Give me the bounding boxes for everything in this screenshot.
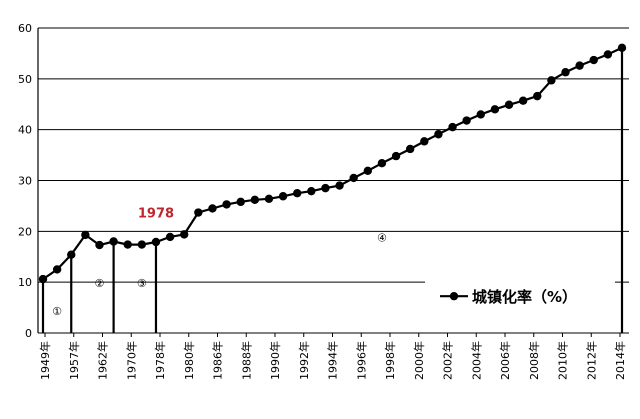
data-point bbox=[222, 200, 231, 209]
x-tick-label: 1994年 bbox=[326, 341, 340, 380]
data-point bbox=[462, 116, 471, 125]
data-point bbox=[561, 68, 570, 77]
x-tick-label: 1957年 bbox=[67, 341, 81, 380]
x-tick-label: 2008年 bbox=[527, 341, 541, 380]
data-point bbox=[81, 230, 90, 240]
data-point bbox=[349, 173, 358, 183]
legend-marker bbox=[449, 291, 459, 301]
chart-legend: 城镇化率（%） bbox=[425, 281, 615, 314]
phase-label-2: ② bbox=[95, 277, 105, 290]
x-tick-label: 2014年 bbox=[613, 341, 627, 380]
y-tick-label: 10 bbox=[18, 276, 32, 289]
x-tick-label: 1980年 bbox=[182, 341, 196, 380]
data-point bbox=[194, 208, 203, 217]
data-point bbox=[476, 110, 485, 119]
x-tick-label: 1962年 bbox=[96, 341, 110, 380]
data-point bbox=[52, 265, 62, 274]
data-point bbox=[335, 181, 344, 190]
data-point bbox=[547, 76, 556, 85]
data-point bbox=[180, 230, 189, 239]
y-tick-label: 0 bbox=[25, 327, 32, 340]
data-point bbox=[264, 194, 274, 203]
data-point bbox=[391, 151, 401, 161]
x-tick-label: 1986年 bbox=[211, 341, 225, 380]
x-tick-label: 2012年 bbox=[584, 341, 598, 380]
data-point bbox=[236, 197, 245, 207]
data-point bbox=[518, 96, 528, 105]
data-point bbox=[250, 195, 260, 205]
phase-labels: ① ② ③ ④ bbox=[52, 231, 387, 318]
x-tick-label: 1978年 bbox=[153, 341, 167, 380]
data-point bbox=[434, 130, 443, 139]
data-point bbox=[137, 240, 147, 249]
data-point bbox=[95, 240, 104, 250]
chart-annotations: 1978 bbox=[138, 207, 174, 222]
data-point bbox=[208, 204, 217, 213]
x-tick-label: 1992年 bbox=[297, 341, 311, 380]
phase-label-1: ① bbox=[52, 305, 62, 318]
y-tick-label: 50 bbox=[18, 73, 32, 86]
x-tick-label: 2002年 bbox=[441, 341, 455, 380]
x-tick-label: 1996年 bbox=[354, 341, 368, 380]
y-tick-label: 60 bbox=[18, 22, 32, 35]
data-point bbox=[165, 232, 175, 242]
x-tick-label: 1970年 bbox=[124, 341, 138, 380]
data-point bbox=[603, 50, 613, 59]
y-tick-label: 40 bbox=[18, 124, 32, 137]
y-tick-label: 20 bbox=[18, 225, 32, 238]
data-point bbox=[617, 43, 627, 53]
series-urbanization-rate bbox=[38, 43, 627, 284]
annotation-1978: 1978 bbox=[138, 207, 174, 222]
data-point bbox=[307, 186, 316, 196]
x-tick-label: 1949年 bbox=[38, 341, 52, 380]
data-point bbox=[292, 189, 302, 198]
y-tick-label: 30 bbox=[18, 175, 32, 188]
data-point bbox=[123, 240, 132, 249]
data-point bbox=[448, 122, 457, 132]
data-point bbox=[38, 274, 48, 284]
data-point bbox=[109, 237, 118, 246]
x-tick-label: 1990年 bbox=[268, 341, 282, 380]
phase-label-4: ④ bbox=[377, 231, 387, 244]
x-tick-label: 2010年 bbox=[556, 341, 570, 380]
chart-grid bbox=[37, 27, 629, 334]
data-point bbox=[575, 61, 584, 70]
data-point bbox=[405, 144, 415, 154]
data-point bbox=[589, 55, 598, 65]
y-axis-ticks: 0 10 20 30 40 50 60 bbox=[18, 22, 32, 340]
x-tick-label: 2000年 bbox=[412, 341, 426, 380]
data-point bbox=[321, 183, 330, 193]
data-point bbox=[67, 250, 76, 259]
data-point bbox=[278, 192, 288, 201]
x-tick-label: 1988年 bbox=[239, 341, 253, 380]
x-tick-label: 2006年 bbox=[498, 341, 512, 380]
data-point bbox=[420, 137, 429, 146]
x-tick-label: 2004年 bbox=[469, 341, 483, 380]
x-tick-label: 1998年 bbox=[383, 341, 397, 380]
data-point bbox=[533, 91, 542, 101]
data-point bbox=[363, 166, 373, 176]
data-point bbox=[151, 237, 161, 247]
phase-dividers bbox=[41, 47, 624, 333]
data-point bbox=[377, 159, 387, 168]
x-axis-ticks: 1949年 1957年 1962年 1970年 1978年 1980年 1986年 1988年… bbox=[38, 333, 627, 380]
data-point bbox=[490, 105, 500, 114]
legend-label: 城镇化率（%） bbox=[472, 288, 577, 306]
data-point bbox=[504, 100, 514, 109]
phase-label-3: ③ bbox=[137, 277, 147, 290]
